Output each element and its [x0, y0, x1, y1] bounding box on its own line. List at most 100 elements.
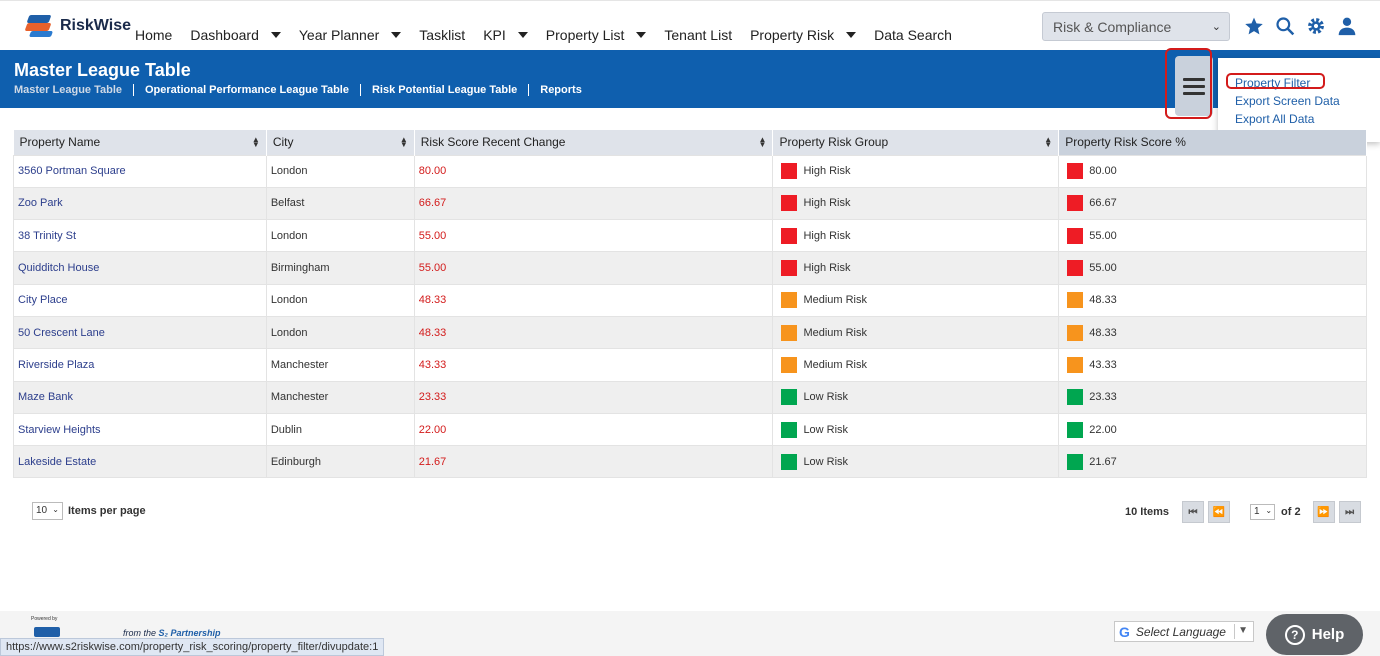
question-icon: ?: [1284, 624, 1305, 645]
search-icon[interactable]: [1275, 16, 1295, 36]
language-select-label: Select Language: [1135, 624, 1226, 639]
cell-property-name[interactable]: 50 Crescent Lane: [13, 315, 267, 350]
menu-item-property-filter[interactable]: Property Filter: [1235, 76, 1311, 90]
browser-status-bar: https://www.s2riskwise.com/property_risk…: [0, 638, 385, 656]
page-select[interactable]: 1 ⌄: [1250, 504, 1276, 520]
cell-property-name[interactable]: Quidditch House: [13, 251, 267, 285]
google-icon: G: [1119, 623, 1130, 640]
table-row[interactable]: Starview Heights Dublin 22.00 Low Risk 22.00: [13, 412, 1367, 447]
cell-risk-score-change: 48.33: [413, 315, 774, 350]
table-row[interactable]: City Place London 48.33 Medium Risk 48.33: [13, 283, 1367, 317]
cell-property-name[interactable]: Starview Heights: [13, 412, 267, 447]
column-header-property-name[interactable]: Property Name ▲ ▼: [13, 130, 267, 155]
prev-page-button[interactable]: ⏪: [1208, 501, 1231, 523]
cell-risk-group: High Risk: [772, 186, 1060, 221]
table-row[interactable]: 50 Crescent Lane London 48.33 Medium Risk 48…: [13, 315, 1367, 350]
table-row[interactable]: Quidditch House Birmingham 55.00 High Risk 5…: [13, 251, 1367, 285]
cell-property-name[interactable]: Zoo Park: [13, 186, 267, 221]
nav-item-home[interactable]: Home: [135, 27, 173, 43]
next-page-icon: ⏩: [1317, 506, 1330, 518]
cell-risk-score: 23.33: [1058, 380, 1367, 414]
hamburger-menu-button[interactable]: [1175, 56, 1213, 116]
top-navbar: RiskWise Home Dashboard Year Planner Taskli…: [0, 0, 1380, 50]
nav-item-property-list[interactable]: Property List: [546, 27, 647, 43]
cell-risk-score: 22.00: [1058, 412, 1367, 447]
caret-down-icon: [846, 32, 857, 38]
next-page-button[interactable]: ⏩: [1312, 501, 1335, 523]
sort-icon: ▲ ▼: [399, 135, 408, 149]
cell-risk-score: 21.67: [1058, 445, 1367, 479]
cell-city: Dublin: [265, 412, 415, 447]
risk-color-swatch: [781, 227, 798, 244]
riskwise-logo-icon: [24, 13, 56, 39]
subtab-operational-performance-league-table[interactable]: Operational Performance League Table: [133, 84, 360, 96]
risk-color-swatch: [1067, 163, 1084, 180]
riskwise-logo[interactable]: RiskWise: [24, 13, 131, 39]
cell-risk-group: High Risk: [772, 251, 1060, 285]
nav-item-property-risk[interactable]: Property Risk: [750, 27, 857, 43]
column-header-risk-score-change[interactable]: Risk Score Recent Change ▲ ▼: [414, 130, 774, 155]
table-row[interactable]: 38 Trinity St London 55.00 High Risk 55.00: [13, 219, 1367, 253]
cell-property-name[interactable]: Riverside Plaza: [13, 348, 267, 382]
cell-risk-score-change: 80.00: [413, 154, 774, 188]
last-page-icon: ⏭: [1345, 506, 1355, 518]
module-select[interactable]: Risk & Compliance ⌄: [1042, 12, 1230, 41]
column-header-risk-score[interactable]: Property Risk Score %: [1058, 130, 1367, 155]
risk-color-swatch: [1067, 227, 1084, 244]
league-table: Property Name ▲ ▼ City ▲ ▼ Risk Score Recent…: [13, 130, 1367, 479]
items-per-page-select[interactable]: 10 ⌄: [32, 502, 63, 520]
language-select[interactable]: G Select Language ▼: [1114, 621, 1254, 642]
last-page-button[interactable]: ⏭: [1338, 501, 1361, 523]
page-header: Master League Table Master League Table O…: [0, 50, 1380, 108]
menu-item-export-all-data[interactable]: Export All Data: [1235, 112, 1315, 126]
risk-color-swatch: [1067, 356, 1084, 373]
hamburger-icon: [1183, 74, 1205, 99]
cell-property-name[interactable]: City Place: [13, 283, 267, 317]
table-row[interactable]: Riverside Plaza Manchester 43.33 Medium Ris…: [13, 348, 1367, 382]
cell-risk-group: High Risk: [772, 154, 1060, 188]
subtab-master-league-table[interactable]: Master League Table: [14, 84, 122, 96]
nav-item-tenant-list[interactable]: Tenant List: [664, 27, 733, 43]
caret-down-icon: [391, 32, 402, 38]
cell-risk-score: 48.33: [1058, 283, 1367, 317]
user-icon[interactable]: [1337, 16, 1357, 36]
caret-down-icon: [636, 32, 647, 38]
cell-risk-group: Low Risk: [772, 445, 1060, 479]
menu-button-highlight: [1165, 48, 1212, 119]
nav-item-kpi[interactable]: KPI: [483, 27, 528, 43]
sort-icon: ▲ ▼: [758, 135, 767, 149]
cell-risk-score-change: 21.67: [413, 445, 774, 479]
cell-property-name[interactable]: Maze Bank: [13, 380, 267, 414]
nav-item-dashboard[interactable]: Dashboard: [190, 27, 281, 43]
cell-property-name[interactable]: 3560 Portman Square: [13, 154, 267, 188]
cell-risk-score: 55.00: [1058, 251, 1367, 285]
risk-color-swatch: [1067, 195, 1084, 212]
first-page-button[interactable]: ⏮: [1182, 501, 1205, 523]
subtab-reports[interactable]: Reports: [528, 84, 593, 96]
cell-city: London: [265, 219, 415, 253]
cell-property-name[interactable]: Lakeside Estate: [13, 445, 267, 479]
subtab-risk-potential-league-table[interactable]: Risk Potential League Table: [359, 84, 528, 96]
cell-property-name[interactable]: 38 Trinity St: [13, 219, 267, 253]
risk-color-swatch: [1067, 389, 1084, 406]
nav-item-year-planner[interactable]: Year Planner: [299, 27, 402, 43]
column-header-risk-group[interactable]: Property Risk Group ▲ ▼: [772, 130, 1060, 155]
powered-by: Powered by: [31, 616, 58, 622]
cell-city: London: [265, 283, 415, 317]
table-row[interactable]: Zoo Park Belfast 66.67 High Risk 66.67: [13, 186, 1367, 221]
table-row[interactable]: 3560 Portman Square London 80.00 High Risk 8…: [13, 154, 1367, 188]
partnership-text: from the S₂ Partnership: [123, 628, 221, 638]
column-header-city[interactable]: City ▲ ▼: [266, 130, 415, 155]
gear-icon[interactable]: [1306, 16, 1326, 36]
table-row[interactable]: Lakeside Estate Edinburgh 21.67 Low Risk 21.…: [13, 445, 1367, 479]
nav-item-data-search[interactable]: Data Search: [874, 27, 952, 43]
menu-item-export-screen-data[interactable]: Export Screen Data: [1235, 94, 1340, 108]
table-row[interactable]: Maze Bank Manchester 23.33 Low Risk 23.33: [13, 380, 1367, 414]
star-icon[interactable]: [1244, 16, 1264, 36]
cell-city: Belfast: [265, 186, 415, 221]
nav-item-tasklist[interactable]: Tasklist: [419, 27, 466, 43]
help-button[interactable]: ? Help: [1266, 614, 1363, 655]
cell-city: Birmingham: [265, 251, 415, 285]
cell-risk-group: Medium Risk: [772, 348, 1060, 382]
risk-color-swatch: [781, 324, 798, 341]
